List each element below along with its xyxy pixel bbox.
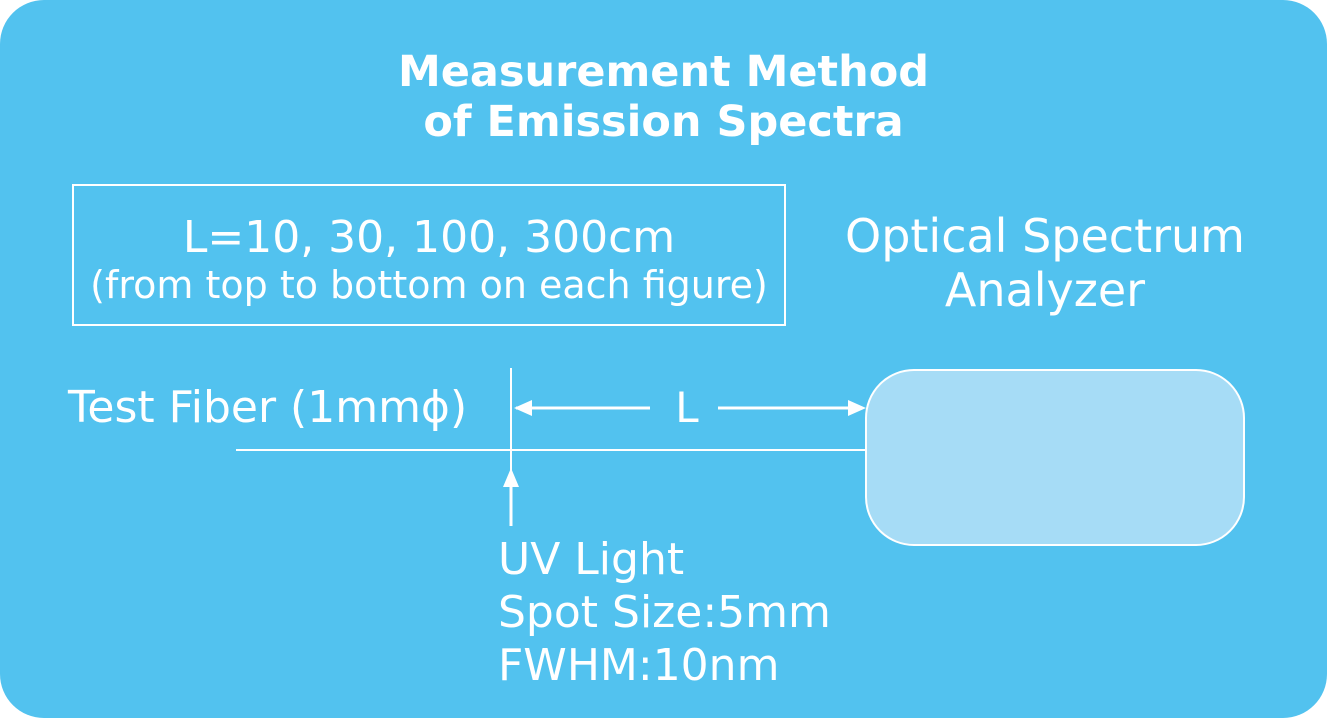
- distance-arrow-right: [718, 400, 866, 416]
- distance-arrow-left: [514, 400, 650, 416]
- diagram-title-line2: of Emission Spectra: [423, 97, 904, 147]
- distance-info-box: [72, 184, 786, 326]
- diagram-title-line1: Measurement Method: [397, 47, 930, 97]
- distance-order-note: (from top to bottom on each figure): [90, 263, 768, 307]
- analyzer-label-line2: Analyzer: [944, 263, 1146, 317]
- optical-spectrum-analyzer-box: [865, 369, 1245, 546]
- distance-label: L: [675, 383, 699, 432]
- uv-fwhm-label: FWHM:10nm: [498, 640, 780, 691]
- distance-values-text: L=10, 30, 100, 300cm: [182, 212, 676, 263]
- uv-light-arrow: [503, 468, 519, 526]
- uv-spot-size-label: Spot Size:5mm: [498, 587, 831, 638]
- uv-light-label: UV Light: [498, 534, 685, 585]
- test-fiber-label: Test Fiber (1mmϕ): [68, 382, 468, 433]
- analyzer-label-line1: Optical Spectrum: [844, 209, 1245, 263]
